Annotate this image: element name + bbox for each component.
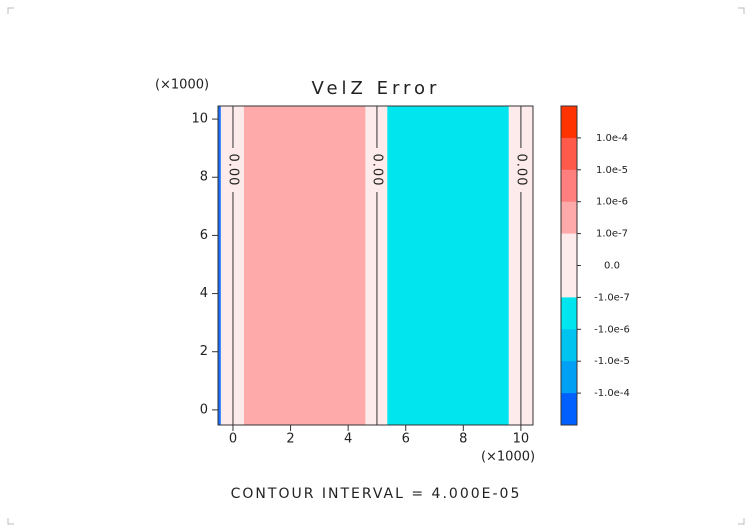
colorbar-swatch xyxy=(561,169,577,203)
colorbar-swatch xyxy=(561,361,577,394)
colorbar-label: -1.0e-4 xyxy=(594,388,630,399)
x-tick-label: 4 xyxy=(344,432,352,447)
colorbar-swatch xyxy=(561,329,577,362)
y-tick-label: 10 xyxy=(191,112,208,127)
colorbar-swatch xyxy=(561,265,577,298)
y-tick-label: 6 xyxy=(200,228,208,243)
contour-region xyxy=(220,106,244,425)
x-tick-label: 0 xyxy=(229,432,237,447)
colorbar-label: 1.0e-4 xyxy=(596,133,628,144)
contour-label: 0.00 xyxy=(225,154,240,187)
contour-label: 0.00 xyxy=(513,154,528,187)
x-tick-label: 8 xyxy=(459,432,467,447)
footer: CONTOUR INTERVAL = 4.000E-05 xyxy=(231,486,522,502)
colorbar-swatch xyxy=(561,233,577,266)
x-tick-label: 6 xyxy=(402,432,410,447)
x-scale-label: (×1000) xyxy=(481,450,535,465)
y-tick-label: 2 xyxy=(200,344,208,359)
colorbar-label: 1.0e-6 xyxy=(596,197,628,208)
x-tick-label: 2 xyxy=(286,432,294,447)
colorbar-label: 1.0e-7 xyxy=(596,229,628,240)
colorbar-label: -1.0e-7 xyxy=(594,292,630,303)
y-tick-label: 8 xyxy=(200,170,208,185)
contour-region xyxy=(243,106,366,425)
x-tick-label: 10 xyxy=(513,432,530,447)
contour-label: 0.00 xyxy=(369,154,384,187)
colorbar-swatch xyxy=(561,137,577,171)
colorbar-swatch xyxy=(561,106,577,139)
colorbar-label: 0.0 xyxy=(604,261,620,272)
colorbar-swatch xyxy=(561,201,577,235)
chart-title: VelZ Error xyxy=(312,78,441,99)
page-corners xyxy=(7,7,745,525)
y-tick-label: 0 xyxy=(200,402,208,417)
colorbar-swatch xyxy=(561,393,577,426)
colorbar-label: 1.0e-5 xyxy=(596,165,628,176)
colorbar-label: -1.0e-5 xyxy=(594,356,630,367)
y-tick-label: 4 xyxy=(200,286,208,301)
contour-region xyxy=(218,106,221,425)
colorbar-swatch xyxy=(561,297,577,330)
y-scale-label: (×1000) xyxy=(155,78,209,93)
colorbar-label: -1.0e-6 xyxy=(594,324,630,335)
contour-region xyxy=(387,106,509,425)
plot-frame xyxy=(217,105,534,426)
contour-region xyxy=(365,106,388,425)
